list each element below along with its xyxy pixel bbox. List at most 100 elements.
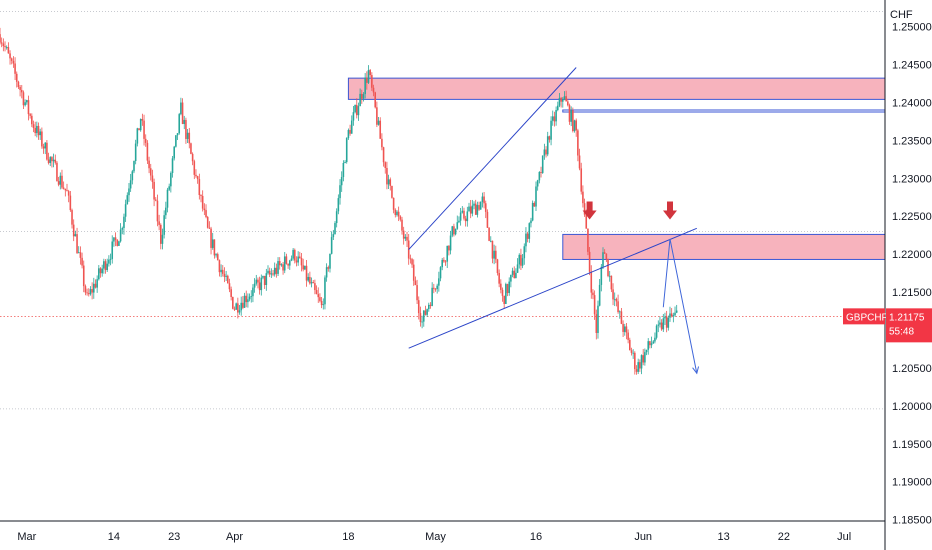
candle-body xyxy=(309,276,311,284)
candle-body xyxy=(511,270,514,275)
candle-body xyxy=(563,96,566,100)
candle-body xyxy=(632,352,634,354)
candle-body xyxy=(77,252,80,254)
candle-body xyxy=(443,259,445,262)
candle-body xyxy=(414,280,417,286)
y-tick-label: 1.24000 xyxy=(892,97,932,109)
candle-body xyxy=(608,275,611,277)
candle-body xyxy=(193,161,196,175)
candle-body xyxy=(394,209,397,215)
candle-body xyxy=(171,158,174,173)
candle-body xyxy=(51,157,53,162)
candle-body xyxy=(243,295,246,308)
candle-body xyxy=(503,295,505,304)
candle-body xyxy=(371,75,373,88)
candle-body xyxy=(592,292,594,296)
candle-body xyxy=(510,274,512,282)
candle-body xyxy=(280,264,283,266)
candle-body xyxy=(213,239,216,256)
candle-body xyxy=(82,265,85,287)
candle-body xyxy=(665,316,668,328)
candle-body xyxy=(399,216,402,220)
candle-body xyxy=(521,258,524,266)
candle-body xyxy=(253,283,256,288)
candle-body xyxy=(265,273,268,286)
candle-body xyxy=(620,311,623,324)
candle-body xyxy=(143,120,145,139)
candle-body xyxy=(59,175,62,185)
candle-body xyxy=(406,236,408,241)
candle-body xyxy=(597,305,599,333)
candle-body xyxy=(489,240,492,242)
y-tick-label: 1.20000 xyxy=(892,401,932,413)
candle-body xyxy=(116,239,119,246)
candle-body xyxy=(372,87,375,93)
candle-body xyxy=(119,229,122,242)
candle-body xyxy=(359,93,361,107)
candle-body xyxy=(446,245,449,262)
candle-body xyxy=(47,159,50,163)
candle-body xyxy=(675,310,678,313)
candle-body xyxy=(449,235,452,251)
candle-body xyxy=(334,223,336,235)
candle-body xyxy=(468,206,470,212)
zone-upper-supply xyxy=(347,77,886,100)
candle-body xyxy=(498,273,500,284)
candle-body xyxy=(453,226,455,235)
candle-body xyxy=(567,101,569,106)
candle-body xyxy=(178,114,181,134)
candle-body xyxy=(220,269,222,273)
candle-body xyxy=(625,326,628,333)
candle-body xyxy=(61,175,63,188)
candle-body xyxy=(195,174,197,177)
candle-body xyxy=(344,162,346,163)
candle-body xyxy=(273,267,276,275)
candle-body xyxy=(15,73,18,82)
y-tick-label: 1.24500 xyxy=(892,59,932,71)
x-tick-label: Apr xyxy=(226,531,243,543)
candle-body xyxy=(340,177,343,186)
candle-body xyxy=(349,129,351,134)
supply-zones xyxy=(347,77,886,260)
candle-body xyxy=(505,284,507,304)
zone-lower-zone xyxy=(562,109,886,113)
candle-body xyxy=(131,171,134,181)
candle-body xyxy=(216,254,219,261)
candle-body xyxy=(627,332,629,340)
candle-body xyxy=(168,186,170,190)
candle-body xyxy=(96,279,98,288)
arrow-markers xyxy=(582,201,677,220)
x-tick-label: Jun xyxy=(634,531,652,543)
candle-body xyxy=(622,323,624,332)
candle-body xyxy=(670,313,673,317)
candle-body xyxy=(300,257,303,266)
candle-body xyxy=(526,233,529,239)
candle-body xyxy=(531,202,534,221)
candle-body xyxy=(583,203,586,215)
candle-body xyxy=(263,275,266,286)
candle-body xyxy=(347,129,350,138)
candle-body xyxy=(129,180,132,189)
candle-body xyxy=(530,220,532,224)
candle-body xyxy=(381,138,383,148)
candle-body xyxy=(267,270,269,274)
candle-body xyxy=(79,252,82,258)
candle-body xyxy=(295,260,298,263)
x-tick-label: 13 xyxy=(717,531,729,543)
candle-body xyxy=(5,47,8,48)
candle-body xyxy=(623,326,626,332)
candle-body xyxy=(74,234,77,237)
candle-body xyxy=(389,179,392,186)
candle-body xyxy=(230,289,232,298)
candle-body xyxy=(662,318,665,330)
price-badge-value: 1.21175 xyxy=(889,312,925,323)
candle-body xyxy=(208,227,211,229)
candle-body xyxy=(307,276,309,281)
candle-body xyxy=(541,155,544,173)
candle-body xyxy=(525,233,527,247)
candle-body xyxy=(62,187,65,189)
candle-body xyxy=(428,304,430,310)
candle-body xyxy=(659,322,661,325)
